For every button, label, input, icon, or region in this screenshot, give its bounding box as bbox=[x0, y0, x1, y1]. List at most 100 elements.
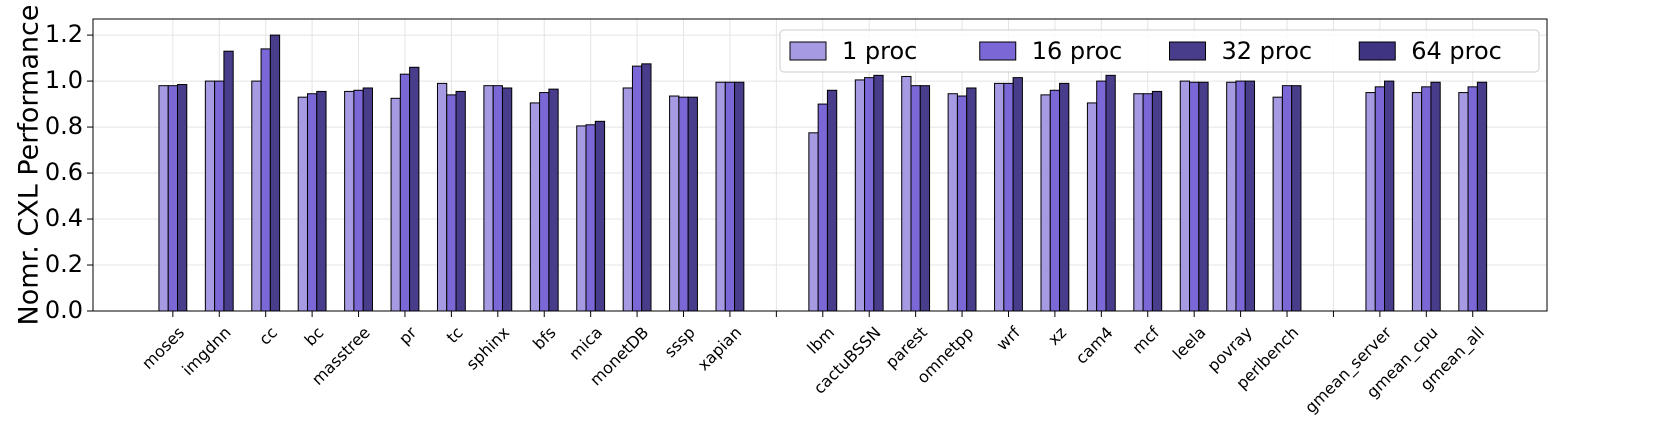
bar bbox=[529, 102, 541, 312]
bar bbox=[1179, 80, 1191, 312]
bar bbox=[1421, 86, 1432, 312]
bar bbox=[910, 85, 921, 312]
bar bbox=[1086, 102, 1098, 312]
bar bbox=[715, 81, 726, 312]
x-tick-label: wrf bbox=[992, 323, 1024, 355]
x-tick-label: mica bbox=[565, 323, 606, 364]
bar bbox=[947, 93, 958, 312]
bar bbox=[873, 74, 884, 312]
y-tick-label: 0.4 bbox=[45, 204, 83, 232]
x-tick-label: sphinx bbox=[462, 323, 513, 374]
bar bbox=[864, 77, 875, 312]
bar bbox=[251, 80, 262, 312]
bar bbox=[539, 92, 550, 312]
bar bbox=[854, 79, 866, 312]
bar bbox=[167, 85, 178, 312]
bar bbox=[399, 73, 411, 312]
bar bbox=[1430, 81, 1441, 312]
bar bbox=[223, 50, 234, 312]
bar bbox=[919, 85, 931, 312]
bar bbox=[594, 120, 606, 312]
y-tick-label: 0.8 bbox=[45, 112, 83, 140]
bar bbox=[956, 95, 968, 312]
bar bbox=[1003, 82, 1014, 312]
bar bbox=[1374, 86, 1386, 312]
bar bbox=[641, 63, 652, 312]
bar bbox=[1142, 93, 1153, 312]
bar bbox=[687, 96, 698, 312]
legend-box bbox=[779, 29, 1540, 73]
bar bbox=[436, 82, 448, 312]
x-tick-label: lbm bbox=[803, 323, 838, 358]
bar bbox=[501, 87, 513, 312]
x-tick-label: xz bbox=[1044, 323, 1070, 349]
x-tick-label: xapian bbox=[694, 323, 745, 374]
bar bbox=[966, 87, 977, 312]
bar bbox=[1198, 81, 1209, 312]
bar bbox=[1105, 74, 1116, 312]
bar bbox=[1384, 80, 1395, 312]
bar bbox=[901, 75, 912, 312]
bar bbox=[1059, 82, 1070, 312]
legend-label: 32 proc bbox=[1222, 37, 1313, 65]
x-tick-label: mcf bbox=[1128, 323, 1163, 358]
bar bbox=[492, 85, 503, 312]
bar bbox=[1411, 92, 1423, 312]
x-tick-label: sssp bbox=[661, 323, 699, 361]
bar bbox=[585, 124, 596, 312]
y-tick-label: 1.2 bbox=[45, 20, 83, 48]
bar bbox=[808, 132, 819, 312]
bar bbox=[297, 96, 308, 312]
bar bbox=[631, 65, 643, 312]
legend-label: 16 proc bbox=[1032, 37, 1123, 65]
bar bbox=[1291, 85, 1302, 312]
bar bbox=[576, 125, 587, 312]
bar bbox=[817, 103, 828, 312]
bar bbox=[483, 85, 494, 312]
bar bbox=[316, 90, 327, 312]
bar bbox=[548, 88, 559, 312]
bar bbox=[1096, 80, 1107, 312]
x-tick-label: leela bbox=[1169, 323, 1210, 364]
bar bbox=[1272, 96, 1283, 312]
bar bbox=[622, 87, 633, 312]
bar bbox=[1226, 81, 1237, 312]
bar bbox=[1040, 94, 1051, 312]
x-tick-label: cam4 bbox=[1072, 323, 1117, 368]
bar bbox=[678, 96, 689, 312]
bar bbox=[1189, 81, 1200, 312]
bar bbox=[826, 89, 838, 312]
x-tick-label: cc bbox=[255, 323, 281, 349]
bar bbox=[1049, 89, 1061, 312]
bar bbox=[204, 80, 216, 312]
bar bbox=[1476, 81, 1488, 312]
bar bbox=[1151, 90, 1163, 312]
bar bbox=[1244, 80, 1256, 312]
bar bbox=[390, 97, 401, 312]
bar bbox=[446, 94, 457, 312]
x-tick-label: pr bbox=[395, 323, 421, 349]
bar bbox=[455, 90, 466, 312]
bar bbox=[994, 82, 1005, 312]
bar bbox=[362, 87, 373, 312]
bar bbox=[176, 84, 188, 312]
bar bbox=[158, 85, 169, 312]
bar bbox=[214, 80, 225, 312]
bar bbox=[669, 95, 680, 312]
bar bbox=[260, 48, 271, 312]
y-tick-label: 0.2 bbox=[45, 250, 83, 278]
bar bbox=[353, 89, 364, 312]
bar bbox=[1458, 92, 1469, 312]
bar bbox=[1467, 86, 1478, 312]
bar bbox=[1012, 77, 1023, 312]
y-axis-label: Nomr. CXL Performance bbox=[14, 5, 45, 326]
y-tick-label: 1.0 bbox=[45, 66, 83, 94]
legend-swatch bbox=[1169, 41, 1206, 61]
y-tick-label: 0.6 bbox=[45, 158, 83, 186]
bar bbox=[724, 81, 736, 312]
x-tick-label: imgdnn bbox=[178, 323, 234, 379]
bar bbox=[269, 34, 281, 312]
bar bbox=[409, 66, 420, 312]
legend-label: 1 proc bbox=[842, 37, 917, 65]
